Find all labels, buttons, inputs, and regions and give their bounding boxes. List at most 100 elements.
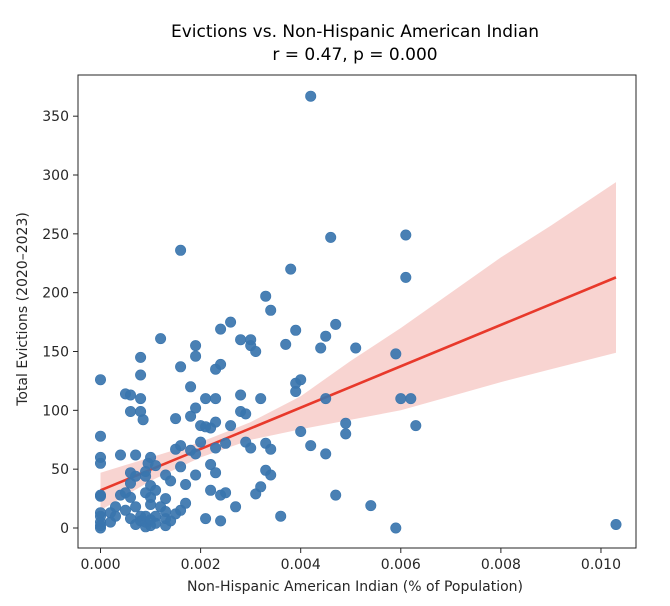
- x-tick-label: 0.002: [181, 557, 221, 573]
- scatter-point: [290, 324, 302, 336]
- scatter-point: [170, 413, 182, 425]
- scatter-point: [210, 467, 222, 479]
- scatter-point: [215, 515, 227, 527]
- scatter-point: [160, 493, 172, 505]
- y-tick-label: 50: [51, 462, 69, 478]
- scatter-point: [330, 318, 342, 330]
- scatter-point: [175, 361, 187, 373]
- x-tick-label: 0.008: [481, 557, 521, 573]
- scatter-point: [230, 501, 242, 513]
- scatter-point: [110, 510, 122, 522]
- y-axis-label: Total Evictions (2020–2023): [15, 212, 31, 407]
- scatter-point: [135, 369, 147, 381]
- y-tick-label: 350: [42, 109, 69, 125]
- confidence-band-layer: [100, 182, 616, 511]
- scatter-point: [205, 458, 217, 470]
- scatter-point: [295, 374, 307, 386]
- scatter-point: [185, 381, 197, 393]
- scatter-point: [220, 487, 232, 499]
- scatter-point: [190, 448, 202, 460]
- scatter-point: [305, 90, 317, 102]
- scatter-point: [325, 231, 337, 243]
- y-tick-label: 250: [42, 227, 69, 243]
- scatter-point: [190, 350, 202, 362]
- scatter-point: [135, 351, 147, 363]
- scatter-point: [95, 430, 107, 442]
- scatter-point: [125, 491, 137, 503]
- scatter-point: [320, 448, 332, 460]
- x-tick-label: 0.000: [80, 557, 120, 573]
- scatter-point: [225, 420, 237, 432]
- scatter-point: [130, 449, 142, 461]
- scatter-point: [400, 229, 412, 241]
- y-tick-label: 0: [60, 521, 69, 537]
- regression-line-layer: [100, 276, 617, 492]
- scatter-point: [130, 501, 142, 513]
- scatter-point: [180, 478, 192, 490]
- scatter-point: [180, 497, 192, 509]
- scatter-point: [235, 389, 247, 401]
- scatter-point: [150, 484, 162, 496]
- scatter-point: [265, 469, 277, 481]
- scatter-point: [265, 443, 277, 455]
- scatter-point: [175, 440, 187, 452]
- scatter-point: [305, 440, 317, 452]
- scatter-point: [210, 393, 222, 405]
- scatter-point: [190, 340, 202, 352]
- chart-title: Evictions vs. Non-Hispanic American Indi…: [171, 22, 539, 42]
- y-tick-label: 300: [42, 168, 69, 184]
- scatter-point: [250, 345, 262, 357]
- scatter-point: [210, 442, 222, 454]
- scatter-point: [255, 481, 267, 493]
- scatter-point: [255, 393, 267, 405]
- scatter-point: [137, 414, 149, 426]
- chart-subtitle: r = 0.47, p = 0.000: [272, 45, 437, 65]
- scatter-point: [175, 461, 187, 473]
- scatter-point: [110, 501, 122, 513]
- scatter-point: [225, 316, 237, 328]
- scatter-point: [205, 484, 217, 496]
- scatter-point: [610, 518, 622, 530]
- scatter-point: [130, 470, 142, 482]
- scatter-point: [210, 416, 222, 428]
- scatter-point: [95, 507, 107, 519]
- scatter-point: [215, 323, 227, 335]
- scatter-point: [395, 393, 407, 405]
- scatter-point: [365, 500, 377, 512]
- scatter-point: [95, 489, 107, 501]
- x-tick-label: 0.010: [581, 557, 621, 573]
- scatter-point: [320, 393, 332, 405]
- scatter-point: [115, 449, 127, 461]
- scatter-point: [135, 393, 147, 405]
- scatter-point: [390, 522, 402, 534]
- scatter-point: [155, 333, 167, 345]
- scatter-point: [245, 442, 257, 454]
- scatter-point: [215, 358, 227, 370]
- scatter-point: [235, 334, 247, 346]
- scatter-point: [145, 451, 157, 463]
- x-axis-label: Non-Hispanic American Indian (% of Popul…: [187, 579, 523, 595]
- scatter-point: [260, 290, 272, 302]
- y-tick-label: 200: [42, 286, 69, 302]
- scatter-point: [240, 408, 252, 420]
- scatter-point: [280, 338, 292, 350]
- scatter-point: [165, 475, 177, 487]
- scatter-point: [95, 451, 107, 463]
- x-tick-label: 0.006: [381, 557, 421, 573]
- scatter-point: [190, 402, 202, 414]
- y-axis-ticks: 0 50 100 150 200 250 300 350: [42, 109, 78, 537]
- scatter-point: [285, 263, 297, 275]
- y-tick-label: 150: [42, 345, 69, 361]
- scatter-point: [200, 393, 212, 405]
- plot-frame: [77, 74, 637, 549]
- scatter-point: [400, 271, 412, 283]
- scatter-point: [95, 374, 107, 386]
- scatter-point: [200, 513, 212, 525]
- scatter-point: [190, 469, 202, 481]
- scatter-point: [330, 489, 342, 501]
- scatter-point: [265, 304, 277, 316]
- scatter-point: [160, 505, 172, 517]
- scatter-point: [175, 244, 187, 256]
- scatter-point: [315, 342, 327, 354]
